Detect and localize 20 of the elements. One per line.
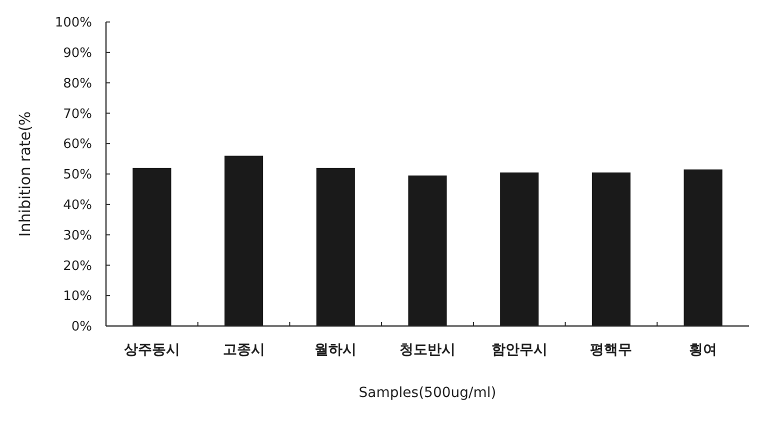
x-tick-label: 횡여 [689, 342, 718, 358]
x-tick-label: 고종시 [222, 342, 265, 358]
x-tick-label: 청도반시 [400, 342, 456, 358]
y-tick-label: 30% [63, 228, 92, 244]
x-axis-title: Samples(500ug/ml) [358, 385, 496, 401]
y-tick-label: 90% [63, 46, 92, 61]
y-tick-label: 100% [54, 16, 92, 31]
y-tick-label: 60% [63, 137, 92, 152]
x-tick-label: 함안무시 [491, 342, 548, 358]
y-tick-label: 20% [63, 258, 92, 274]
y-tick-label: 40% [63, 198, 92, 213]
y-axis-title: Inhibition rate(% [16, 111, 34, 237]
y-tick-label: 70% [63, 106, 92, 122]
x-tick-label: 상주동시 [124, 342, 180, 358]
y-tick-label: 50% [63, 168, 92, 183]
y-tick-label: 80% [63, 76, 92, 92]
x-tick-label: 평핵무 [590, 342, 632, 358]
y-tick-label: 10% [63, 289, 92, 304]
x-tick-label: 월하시 [314, 342, 357, 358]
y-tick-label: 0% [71, 320, 92, 335]
